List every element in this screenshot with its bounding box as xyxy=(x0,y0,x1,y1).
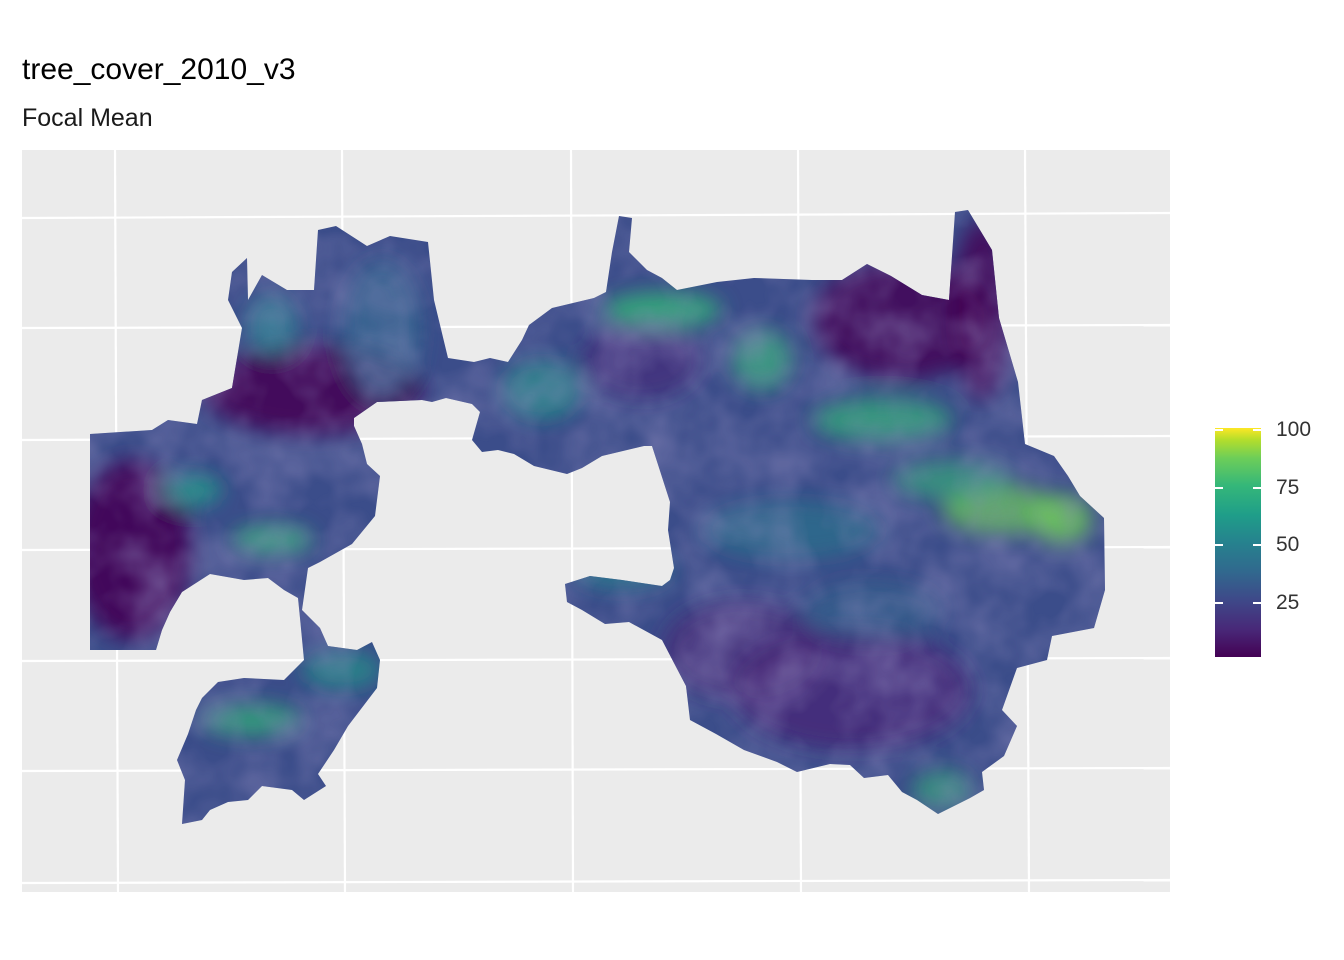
legend-label-75: 75 xyxy=(1276,476,1300,499)
legend-tick xyxy=(1253,429,1261,431)
legend-tick xyxy=(1253,544,1261,546)
legend-tick xyxy=(1253,602,1261,604)
legend-tick xyxy=(1215,429,1223,431)
graticule-line xyxy=(22,878,1170,885)
legend-tick xyxy=(1215,487,1223,489)
graticule-line xyxy=(22,211,1170,220)
graticule-line xyxy=(569,150,575,892)
legend-tick xyxy=(1215,544,1223,546)
legend-label-25: 25 xyxy=(1276,591,1300,614)
legend-label-50: 50 xyxy=(1276,533,1300,556)
legend-tick xyxy=(1215,602,1223,604)
legend-label-100: 100 xyxy=(1276,418,1312,441)
map-title: tree_cover_2010_v3 xyxy=(22,53,296,86)
legend-tick xyxy=(1253,487,1261,489)
legend-colorbar xyxy=(1215,428,1261,657)
map-subtitle: Focal Mean xyxy=(22,104,153,132)
map-panel xyxy=(22,150,1170,892)
